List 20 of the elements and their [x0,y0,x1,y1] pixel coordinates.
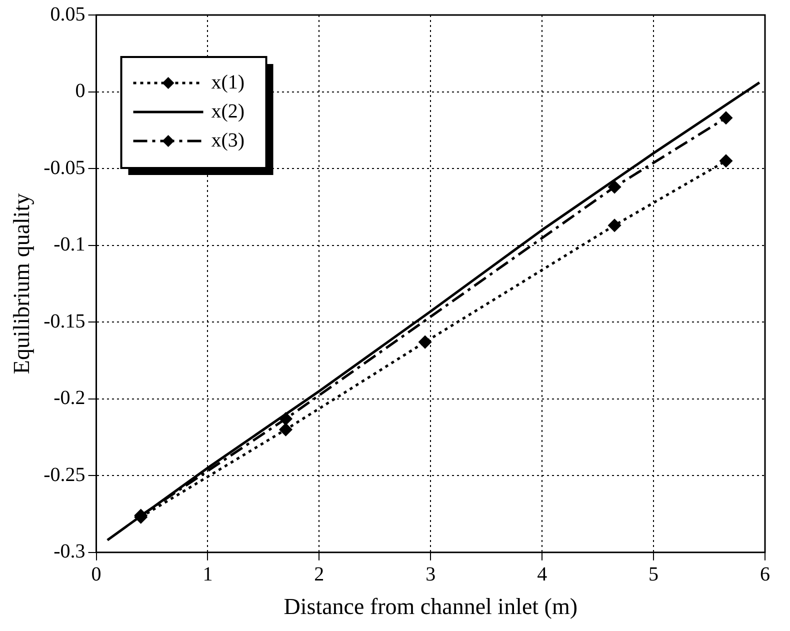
x-tick-label: 4 [537,564,548,586]
y-tick-label: 0 [75,80,86,102]
x-tick-label: 6 [760,564,770,586]
y-tick-label: -0.1 [54,234,86,256]
y-tick-label: -0.05 [44,156,86,179]
y-tick-label: -0.3 [54,540,86,563]
legend-label: x(3) [211,129,245,152]
y-tick-label: -0.15 [44,310,86,332]
x-tick-label: 1 [202,564,213,586]
legend-label: x(2) [211,100,245,122]
x-axis-title: Distance from channel inlet (m) [284,594,578,620]
x-tick-label: 3 [426,564,436,586]
x-tick-label: 5 [648,564,659,586]
y-axis-title: Equilibrium quality [8,192,34,374]
legend-label: x(1) [211,71,245,94]
x-tick-label: 0 [91,564,102,586]
y-tick-label: -0.25 [44,464,86,486]
y-tick-label: 0.05 [50,3,86,26]
x-tick-label: 2 [314,564,324,586]
y-tick-label: -0.2 [54,387,86,410]
